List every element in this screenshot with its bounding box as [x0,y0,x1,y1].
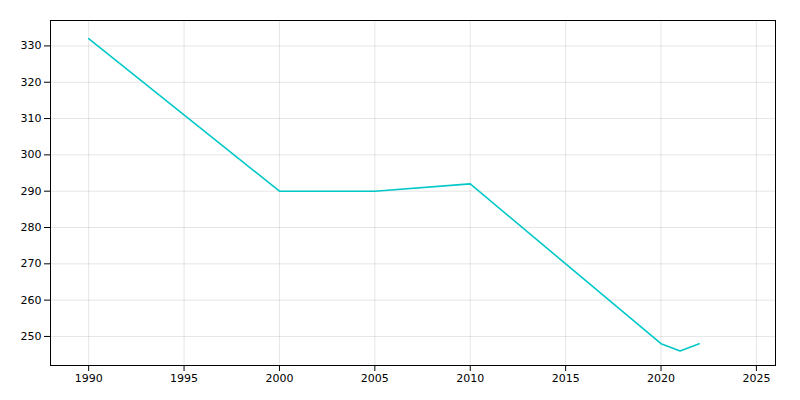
svg-text:2015: 2015 [552,372,580,385]
svg-text:270: 270 [21,257,42,270]
svg-text:1990: 1990 [75,372,103,385]
svg-text:2000: 2000 [265,372,293,385]
svg-text:320: 320 [21,76,42,89]
svg-text:280: 280 [21,221,42,234]
svg-text:310: 310 [21,112,42,125]
svg-text:2010: 2010 [456,372,484,385]
svg-text:300: 300 [21,148,42,161]
svg-text:2020: 2020 [647,372,675,385]
svg-text:2025: 2025 [742,372,770,385]
svg-text:1995: 1995 [170,372,198,385]
svg-text:2005: 2005 [361,372,389,385]
svg-text:290: 290 [21,185,42,198]
svg-text:330: 330 [21,39,42,52]
svg-text:250: 250 [21,330,42,343]
svg-text:260: 260 [21,294,42,307]
